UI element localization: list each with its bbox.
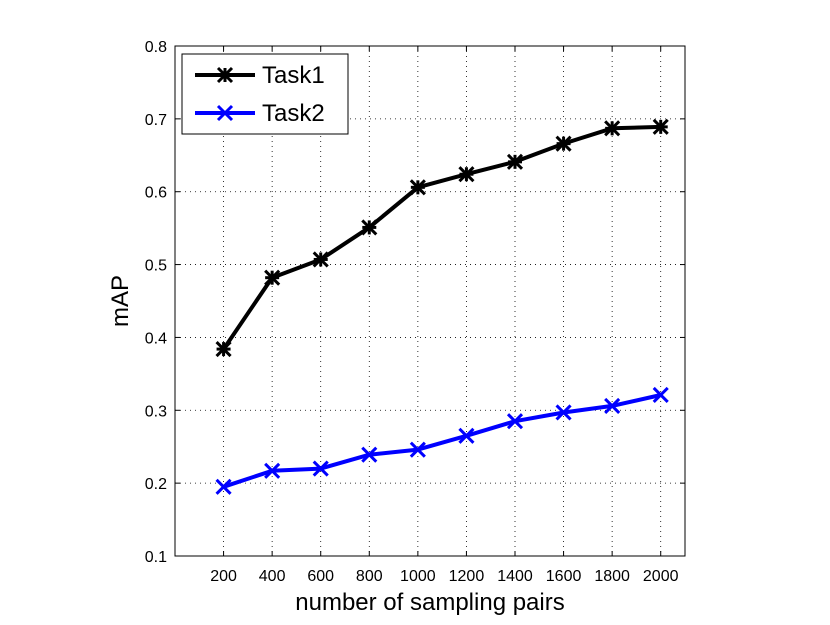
marker-stroke bbox=[215, 478, 232, 495]
y-tick-label: 0.6 bbox=[145, 185, 167, 202]
marker-stroke bbox=[555, 404, 572, 421]
x-tick-label: 800 bbox=[356, 568, 383, 585]
x-tick-label: 1200 bbox=[449, 568, 485, 585]
data-point-2 bbox=[409, 441, 426, 458]
legend: Task1 Task2 bbox=[181, 53, 349, 135]
marker-stroke bbox=[409, 441, 426, 458]
marker-stroke bbox=[361, 446, 378, 463]
plot-frame bbox=[174, 45, 686, 557]
marker-stroke bbox=[264, 462, 281, 479]
x-tick-label: 1000 bbox=[400, 568, 436, 585]
data-point-1 bbox=[604, 120, 621, 137]
x-tick-label: 1600 bbox=[546, 568, 582, 585]
data-point-1 bbox=[215, 341, 232, 358]
legend-marker bbox=[216, 104, 234, 122]
data-point-1 bbox=[458, 166, 475, 183]
data-point-1 bbox=[409, 179, 426, 196]
x-tick-label: 1800 bbox=[594, 568, 630, 585]
x-tick-label: 600 bbox=[307, 568, 334, 585]
legend-label: Task1 bbox=[262, 62, 325, 89]
y-axis-title: mAP bbox=[107, 275, 134, 327]
y-tick-label: 0.8 bbox=[145, 39, 167, 56]
data-point-1 bbox=[312, 251, 329, 268]
data-point-2 bbox=[652, 386, 669, 404]
x-axis-ticks: 200 400 600 800 1000 1200 1400 1600 1800 2000 bbox=[210, 46, 679, 585]
grid-lines bbox=[175, 46, 685, 556]
legend-box bbox=[181, 53, 349, 135]
x-tick-label: 200 bbox=[210, 568, 237, 585]
marker-stroke bbox=[652, 386, 669, 404]
data-point-2 bbox=[264, 462, 281, 479]
data-point-2 bbox=[604, 397, 621, 414]
y-tick-label: 0.5 bbox=[145, 258, 167, 275]
y-tick-label: 0.4 bbox=[145, 330, 167, 347]
legend-label: Task2 bbox=[262, 100, 325, 127]
marker-stroke bbox=[216, 104, 234, 122]
series-layer bbox=[215, 118, 669, 495]
marker-stroke bbox=[506, 413, 524, 430]
data-point-2 bbox=[555, 404, 572, 421]
data-point-1 bbox=[264, 269, 281, 286]
y-tick-label: 0.1 bbox=[145, 549, 167, 566]
data-point-1 bbox=[652, 118, 669, 135]
data-point-1 bbox=[506, 153, 524, 170]
series-line-2 bbox=[222, 393, 662, 489]
data-point-2 bbox=[506, 413, 524, 430]
data-point-1 bbox=[361, 219, 378, 236]
x-tick-label: 2000 bbox=[643, 568, 679, 585]
x-tick-label: 1400 bbox=[497, 568, 533, 585]
y-tick-label: 0.7 bbox=[145, 112, 167, 129]
y-tick-label: 0.3 bbox=[145, 403, 167, 420]
y-axis-ticks: 0.1 0.2 0.3 0.4 0.5 0.6 0.7 0.8 bbox=[145, 39, 685, 566]
x-tick-label: 400 bbox=[259, 568, 286, 585]
data-point-1 bbox=[555, 135, 572, 152]
x-axis-title: number of sampling pairs bbox=[295, 589, 564, 616]
data-point-2 bbox=[361, 446, 378, 463]
marker-stroke bbox=[312, 460, 329, 477]
series-line-1 bbox=[221, 124, 661, 351]
data-point-2 bbox=[215, 478, 232, 495]
legend-marker bbox=[216, 66, 234, 84]
data-point-2 bbox=[312, 460, 329, 477]
y-tick-label: 0.2 bbox=[145, 476, 167, 493]
data-point-2 bbox=[458, 427, 475, 444]
marker-stroke bbox=[458, 427, 475, 444]
marker-stroke bbox=[604, 397, 621, 414]
